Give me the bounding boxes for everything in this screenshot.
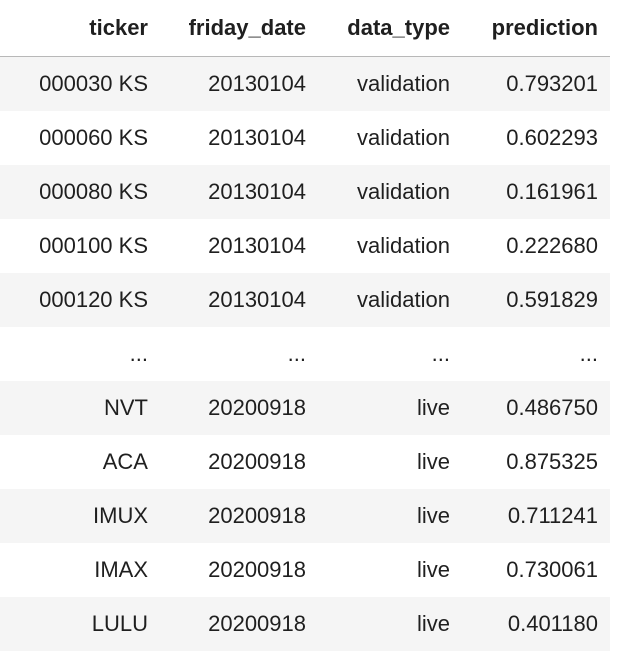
cell-prediction: 0.161961 xyxy=(462,165,610,219)
cell-friday-date: 20130104 xyxy=(160,273,318,327)
cell-prediction: 0.711241 xyxy=(462,489,610,543)
cell-data-type: validation xyxy=(318,219,462,273)
cell-ticker: ACA xyxy=(0,435,160,489)
cell-friday-date: 20200918 xyxy=(160,381,318,435)
table-row: 000060 KS 20130104 validation 0.602293 xyxy=(0,111,610,165)
cell-prediction: 0.591829 xyxy=(462,273,610,327)
table-body: 000030 KS 20130104 validation 0.793201 0… xyxy=(0,56,610,651)
column-header-ticker: ticker xyxy=(0,0,160,57)
cell-data-type: validation xyxy=(318,56,462,111)
cell-ticker: 000060 KS xyxy=(0,111,160,165)
cell-ticker: IMAX xyxy=(0,543,160,597)
table-row: 000080 KS 20130104 validation 0.161961 xyxy=(0,165,610,219)
cell-prediction: 0.486750 xyxy=(462,381,610,435)
cell-ticker: 000120 KS xyxy=(0,273,160,327)
cell-data-type: validation xyxy=(318,165,462,219)
cell-data-type: live xyxy=(318,543,462,597)
cell-data-type: live xyxy=(318,435,462,489)
cell-ticker: NVT xyxy=(0,381,160,435)
cell-friday-date: 20200918 xyxy=(160,435,318,489)
cell-friday-date: 20200918 xyxy=(160,597,318,651)
header-row: ticker friday_date data_type prediction xyxy=(0,0,610,57)
cell-prediction: 0.222680 xyxy=(462,219,610,273)
table-header: ticker friday_date data_type prediction xyxy=(0,0,610,57)
cell-data-type: live xyxy=(318,597,462,651)
table-row: LULU 20200918 live 0.401180 xyxy=(0,597,610,651)
cell-friday-date: 20130104 xyxy=(160,219,318,273)
cell-friday-date: 20130104 xyxy=(160,56,318,111)
column-header-friday-date: friday_date xyxy=(160,0,318,57)
cell-data-type: live xyxy=(318,489,462,543)
cell-data-type: validation xyxy=(318,111,462,165)
cell-data-type: live xyxy=(318,381,462,435)
table-row: ACA 20200918 live 0.875325 xyxy=(0,435,610,489)
table-row: IMUX 20200918 live 0.711241 xyxy=(0,489,610,543)
table-row: NVT 20200918 live 0.486750 xyxy=(0,381,610,435)
cell-ticker: 000030 KS xyxy=(0,56,160,111)
cell-friday-date: 20130104 xyxy=(160,165,318,219)
dataframe-output: ticker friday_date data_type prediction … xyxy=(0,0,610,651)
cell-friday-date: 20130104 xyxy=(160,111,318,165)
column-header-prediction: prediction xyxy=(462,0,610,57)
cell-ellipsis: ... xyxy=(462,327,610,381)
cell-friday-date: 20200918 xyxy=(160,543,318,597)
cell-friday-date: 20200918 xyxy=(160,489,318,543)
cell-ticker: 000100 KS xyxy=(0,219,160,273)
table-row: 000120 KS 20130104 validation 0.591829 xyxy=(0,273,610,327)
ellipsis-row: ... ... ... ... xyxy=(0,327,610,381)
cell-prediction: 0.730061 xyxy=(462,543,610,597)
table-row: 000100 KS 20130104 validation 0.222680 xyxy=(0,219,610,273)
cell-prediction: 0.401180 xyxy=(462,597,610,651)
dataframe-table: ticker friday_date data_type prediction … xyxy=(0,0,610,651)
cell-ellipsis: ... xyxy=(160,327,318,381)
cell-prediction: 0.602293 xyxy=(462,111,610,165)
table-row: IMAX 20200918 live 0.730061 xyxy=(0,543,610,597)
cell-ticker: IMUX xyxy=(0,489,160,543)
cell-ellipsis: ... xyxy=(318,327,462,381)
cell-ticker: 000080 KS xyxy=(0,165,160,219)
column-header-data-type: data_type xyxy=(318,0,462,57)
cell-data-type: validation xyxy=(318,273,462,327)
cell-ellipsis: ... xyxy=(0,327,160,381)
cell-ticker: LULU xyxy=(0,597,160,651)
cell-prediction: 0.793201 xyxy=(462,56,610,111)
table-row: 000030 KS 20130104 validation 0.793201 xyxy=(0,56,610,111)
cell-prediction: 0.875325 xyxy=(462,435,610,489)
